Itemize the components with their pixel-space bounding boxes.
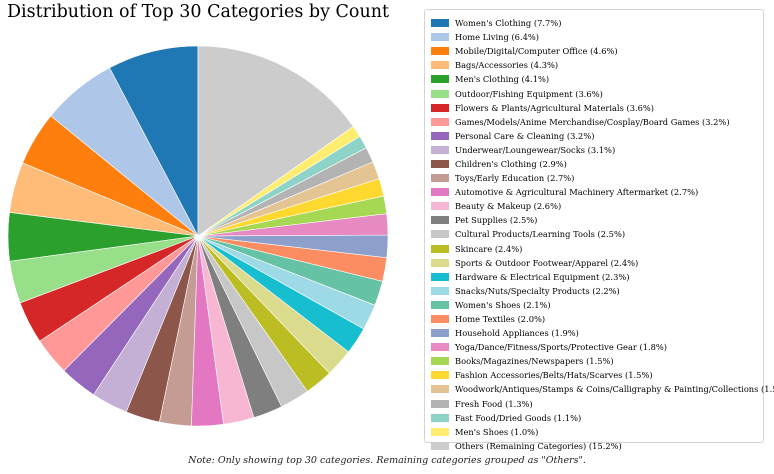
legend-label: Pet Supplies (2.5%) <box>455 215 538 226</box>
legend-swatch <box>431 75 449 84</box>
legend-swatch <box>431 357 449 366</box>
legend-swatch <box>431 258 449 267</box>
legend-label: Bags/Accessories (4.3%) <box>455 60 559 71</box>
chart-note: Note: Only showing top 30 categories. Re… <box>188 455 586 466</box>
legend-label: Personal Care & Cleaning (3.2%) <box>455 130 595 141</box>
legend-label: Hardware & Electrical Equipment (2.3%) <box>455 271 630 282</box>
legend-item: Pet Supplies (2.5%) <box>431 213 763 227</box>
legend-swatch <box>431 329 449 338</box>
legend-item: Books/Magazines/Newspapers (1.5%) <box>431 354 763 368</box>
legend-item: Home Living (6.4%) <box>431 30 763 44</box>
legend-label: Beauty & Makeup (2.6%) <box>455 201 562 212</box>
legend-item: Personal Care & Cleaning (3.2%) <box>431 129 763 143</box>
legend-item: Automotive & Agricultural Machinery Afte… <box>431 185 763 199</box>
legend-swatch <box>431 89 449 98</box>
legend-swatch <box>431 202 449 211</box>
legend-swatch <box>431 427 449 436</box>
legend-label: Woodwork/Antiques/Stamps & Coins/Calligr… <box>455 384 774 395</box>
legend-swatch <box>431 385 449 394</box>
legend-item: Women's Shoes (2.1%) <box>431 298 763 312</box>
legend-item: Underwear/Loungewear/Socks (3.1%) <box>431 143 763 157</box>
legend-swatch <box>431 343 449 352</box>
legend-label: Skincare (2.4%) <box>455 243 523 254</box>
legend-swatch <box>431 286 449 295</box>
legend-swatch <box>431 103 449 112</box>
legend-swatch <box>431 19 449 28</box>
legend-label: Men's Clothing (4.1%) <box>455 74 550 85</box>
legend-swatch <box>431 145 449 154</box>
legend-swatch <box>431 33 449 42</box>
legend-label: Home Living (6.4%) <box>455 32 539 43</box>
legend-swatch <box>431 47 449 56</box>
legend-label: Snacks/Nuts/Specialty Products (2.2%) <box>455 285 620 296</box>
legend-label: Women's Shoes (2.1%) <box>455 299 551 310</box>
legend-item: Fresh Food (1.3%) <box>431 397 763 411</box>
legend-item: Women's Clothing (7.7%) <box>431 16 763 30</box>
legend-item: Mobile/Digital/Computer Office (4.6%) <box>431 44 763 58</box>
legend-label: Automotive & Agricultural Machinery Afte… <box>455 187 699 198</box>
legend-item: Sports & Outdoor Footwear/Apparel (2.4%) <box>431 256 763 270</box>
legend-item: Snacks/Nuts/Specialty Products (2.2%) <box>431 284 763 298</box>
chart-title: Distribution of Top 30 Categories by Cou… <box>6 2 390 22</box>
legend-label: Games/Models/Anime Merchandise/Cosplay/B… <box>455 116 730 127</box>
legend-swatch <box>431 371 449 380</box>
legend-swatch <box>431 244 449 253</box>
legend-label: Underwear/Loungewear/Socks (3.1%) <box>455 144 616 155</box>
legend-item: Household Appliances (1.9%) <box>431 326 763 340</box>
legend-label: Fashion Accessories/Belts/Hats/Scarves (… <box>455 370 653 381</box>
legend-swatch <box>431 441 449 450</box>
legend-label: Women's Clothing (7.7%) <box>455 18 562 29</box>
legend-label: Men's Shoes (1.0%) <box>455 426 539 437</box>
legend-swatch <box>431 188 449 197</box>
legend-label: Yoga/Dance/Fitness/Sports/Protective Gea… <box>455 342 668 353</box>
legend-label: Toys/Early Education (2.7%) <box>455 173 575 184</box>
legend-swatch <box>431 230 449 239</box>
legend-swatch <box>431 272 449 281</box>
pie-slice-31 <box>197 45 354 237</box>
legend-label: Children's Clothing (2.9%) <box>455 158 567 169</box>
legend-label: Flowers & Plants/Agricultural Materials … <box>455 102 655 113</box>
legend-item: Woodwork/Antiques/Stamps & Coins/Calligr… <box>431 382 774 396</box>
legend-swatch <box>431 315 449 324</box>
pie-chart <box>7 45 389 427</box>
legend-swatch <box>431 216 449 225</box>
legend-label: Fresh Food (1.3%) <box>455 398 533 409</box>
legend-item: Others (Remaining Categories) (15.2%) <box>431 439 763 453</box>
legend-swatch <box>431 159 449 168</box>
legend-label: Books/Magazines/Newspapers (1.5%) <box>455 356 614 367</box>
legend-label: Fast Food/Dried Goods (1.1%) <box>455 412 582 423</box>
legend-item: Men's Clothing (4.1%) <box>431 72 763 86</box>
legend-label: Home Textiles (2.0%) <box>455 314 546 325</box>
legend-swatch <box>431 413 449 422</box>
legend-swatch <box>431 174 449 183</box>
legend-item: Flowers & Plants/Agricultural Materials … <box>431 101 763 115</box>
legend-item: Fashion Accessories/Belts/Hats/Scarves (… <box>431 368 763 382</box>
legend-item: Outdoor/Fishing Equipment (3.6%) <box>431 86 763 100</box>
legend: Women's Clothing (7.7%) Home Living (6.4%… <box>424 9 774 451</box>
legend-label: Cultural Products/Learning Tools (2.5%) <box>455 229 626 240</box>
legend-swatch <box>431 300 449 309</box>
legend-swatch <box>431 61 449 70</box>
legend-label: Outdoor/Fishing Equipment (3.6%) <box>455 88 603 99</box>
legend-item: Cultural Products/Learning Tools (2.5%) <box>431 227 763 241</box>
legend-item: Games/Models/Anime Merchandise/Cosplay/B… <box>431 115 763 129</box>
legend-label: Household Appliances (1.9%) <box>455 328 579 339</box>
legend-item: Home Textiles (2.0%) <box>431 312 763 326</box>
pie-slice-1 <box>109 45 199 237</box>
legend-item: Hardware & Electrical Equipment (2.3%) <box>431 270 763 284</box>
legend-item: Beauty & Makeup (2.6%) <box>431 199 763 213</box>
legend-item: Bags/Accessories (4.3%) <box>431 58 763 72</box>
legend-item: Men's Shoes (1.0%) <box>431 425 763 439</box>
legend-swatch <box>431 399 449 408</box>
legend-item: Toys/Early Education (2.7%) <box>431 171 763 185</box>
legend-label: Others (Remaining Categories) (15.2%) <box>455 440 622 451</box>
legend-item: Fast Food/Dried Goods (1.1%) <box>431 411 763 425</box>
legend-swatch <box>431 117 449 126</box>
legend-item: Children's Clothing (2.9%) <box>431 157 763 171</box>
legend-label: Mobile/Digital/Computer Office (4.6%) <box>455 46 618 57</box>
legend-swatch <box>431 131 449 140</box>
legend-label: Sports & Outdoor Footwear/Apparel (2.4%) <box>455 257 639 268</box>
legend-item: Skincare (2.4%) <box>431 242 763 256</box>
legend-item: Yoga/Dance/Fitness/Sports/Protective Gea… <box>431 340 763 354</box>
